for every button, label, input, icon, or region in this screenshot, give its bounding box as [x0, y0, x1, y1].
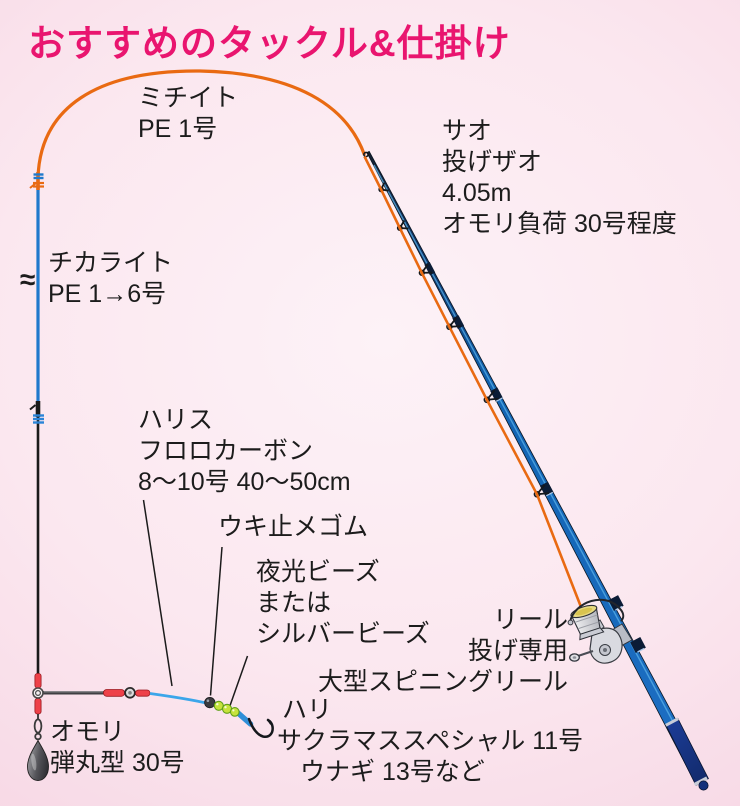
- label-rod-type: 投げザオ: [442, 148, 543, 176]
- label-rod-name: サオ: [442, 117, 493, 145]
- label-main-line: ミチイト PE 1号: [138, 83, 238, 145]
- label-sinker: オモリ 弾丸型 30号: [50, 717, 185, 779]
- label-main-line-name: ミチイト: [138, 84, 239, 112]
- label-hook-name: ハリ: [282, 696, 333, 724]
- pointer-lines: [142, 499, 249, 709]
- float-stopper-highlight: [206, 699, 210, 702]
- arm-swivel-eye: [128, 691, 132, 695]
- bullet-sinker: [27, 739, 49, 781]
- tip-guide-icon: [363, 151, 369, 158]
- rig-tube-bottom: [34, 698, 42, 715]
- reel-line-roller: [567, 619, 574, 626]
- label-hook: ハリ サクラマススペシャル 11号 ウナギ 13号など: [277, 695, 583, 788]
- label-rod: サオ 投げザオ 4.05m オモリ負荷 30号程度: [442, 116, 677, 240]
- sinker-assembly: [27, 714, 49, 781]
- mainline-knot: [29, 172, 44, 190]
- rod-grip: [665, 717, 709, 791]
- label-leader-material: フロロカーボン: [138, 437, 314, 465]
- label-reel-name: リール: [492, 606, 568, 634]
- label-reel-use: 投げ専用: [467, 637, 568, 665]
- bead-highlights: [216, 703, 235, 712]
- label-shock-leader: チカライト PE 1→6号: [48, 248, 173, 310]
- page-title: おすすめのタックル&仕掛け: [28, 23, 511, 64]
- rig-tube-top: [34, 673, 42, 689]
- label-sinker-spec: 弾丸型 30号: [50, 749, 185, 777]
- snell-wrap: [234, 709, 254, 727]
- reel-knob-center: [572, 656, 577, 659]
- label-beads-line1: 夜光ビーズ: [256, 558, 380, 586]
- label-hook-option2: ウナギ 13号など: [300, 758, 485, 786]
- rig-center-ring-hole: [34, 689, 41, 696]
- main-line-along-rod: [363, 155, 583, 608]
- hook-barb: [267, 719, 272, 725]
- label-main-line-spec: PE 1号: [138, 115, 218, 143]
- float-stopper-pointer-line: [209, 546, 223, 696]
- line-break-mark: ≈: [20, 264, 36, 295]
- leader-pointer-line: [142, 499, 173, 687]
- spinning-reel: [567, 598, 633, 664]
- label-reel: リール 投げ専用 大型スピニングリール: [318, 605, 568, 698]
- label-shock-leader-name: チカライト: [48, 249, 174, 277]
- reel-gear-center: [603, 648, 607, 652]
- reel-bail-arm: [569, 598, 625, 623]
- label-leader: ハリス フロロカーボン 8〜10号 40〜50cm: [138, 405, 351, 498]
- label-hook-option1: サクラマススペシャル 11号: [277, 727, 584, 755]
- label-float-stopper-name: ウキ止メゴム: [218, 513, 369, 541]
- rig-center-ring: [32, 687, 44, 699]
- leader-knot: [29, 401, 44, 424]
- sinker-snap-ring: [34, 732, 42, 741]
- arm-tube-left: [103, 689, 125, 697]
- main-line-arc: [36, 69, 367, 179]
- label-beads-line2: または: [256, 589, 332, 617]
- label-sinker-name: オモリ: [50, 718, 126, 746]
- label-float-stopper: ウキ止メゴム: [218, 512, 368, 543]
- beads-pointer-line: [228, 655, 249, 709]
- label-reel-type: 大型スピニングリール: [317, 668, 568, 696]
- label-shock-leader-spec: PE 1→6号: [48, 280, 167, 308]
- sinker-highlight: [31, 753, 37, 771]
- label-leader-spec: 8〜10号 40〜50cm: [138, 468, 351, 496]
- arm-tube-right: [135, 689, 151, 697]
- label-beads-line3: シルバービーズ: [256, 620, 430, 648]
- label-beads: 夜光ビーズ または シルバービーズ: [256, 557, 430, 650]
- terminal-rig: [32, 673, 274, 739]
- label-leader-name: ハリス: [138, 406, 214, 434]
- label-rod-capacity: オモリ負荷 30号程度: [442, 210, 677, 238]
- float-stopper-bead: [204, 696, 216, 709]
- label-rod-length: 4.05m: [442, 179, 512, 207]
- sinker-snap-loop: [33, 718, 43, 734]
- reel-spool: [570, 604, 605, 641]
- reel-crank: [577, 649, 594, 658]
